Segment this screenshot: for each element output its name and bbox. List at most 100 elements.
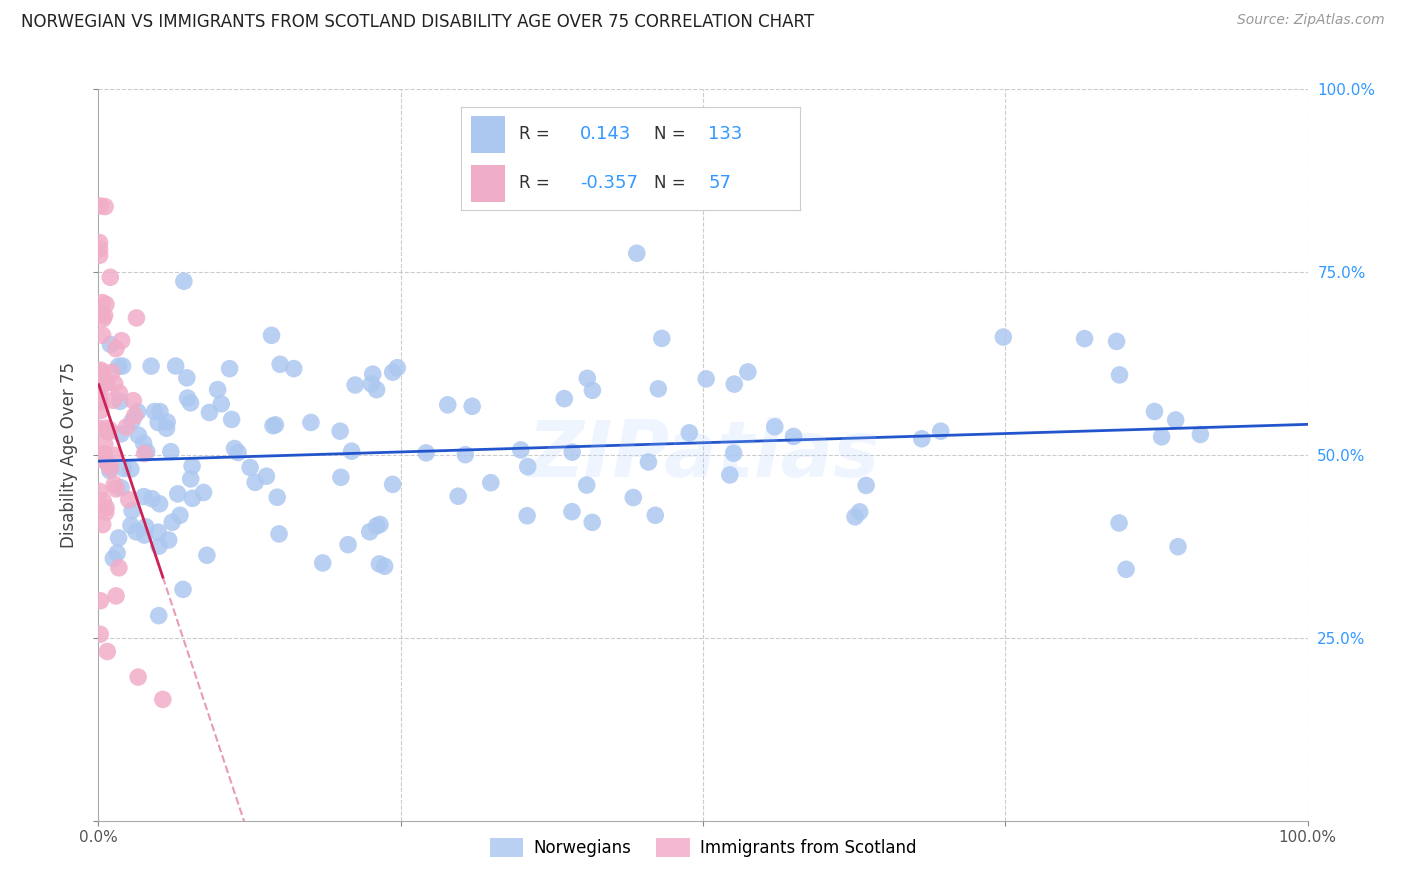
Text: NORWEGIAN VS IMMIGRANTS FROM SCOTLAND DISABILITY AGE OVER 75 CORRELATION CHART: NORWEGIAN VS IMMIGRANTS FROM SCOTLAND DI… (21, 13, 814, 31)
Point (361, 367, 384, 381)
Point (911, 432, 934, 446)
Point (105, 589, 128, 603)
Point (166, 487, 188, 501)
Point (723, 446, 745, 460)
Point (224, 442, 246, 456)
Point (148, 497, 170, 511)
Point (107, 359, 129, 374)
Point (366, 383, 388, 397)
Point (993, 330, 1015, 344)
Point (576, 371, 599, 385)
Point (94, 376, 117, 391)
Point (125, 524, 148, 539)
Point (110, 426, 132, 441)
Point (561, 445, 583, 459)
Point (763, 420, 786, 434)
Point (110, 481, 132, 495)
Point (97, 457, 120, 471)
Point (695, 372, 717, 386)
Point (165, 359, 187, 373)
Point (267, 527, 290, 541)
Point (93, 437, 115, 451)
Point (368, 557, 391, 571)
Point (381, 477, 404, 491)
Point (221, 412, 243, 426)
Point (209, 397, 232, 411)
Point (239, 460, 262, 475)
Point (581, 384, 603, 398)
Point (181, 491, 204, 506)
Point (127, 405, 149, 419)
Point (157, 533, 180, 547)
Point (108, 561, 131, 575)
Point (122, 393, 145, 408)
Point (173, 274, 195, 288)
Point (855, 478, 877, 492)
Point (169, 508, 191, 523)
Point (89, 422, 111, 436)
Point (360, 376, 382, 391)
Point (89, 384, 111, 399)
Point (90, 363, 112, 377)
Point (193, 485, 215, 500)
Point (844, 509, 866, 524)
Point (139, 359, 162, 373)
Point (135, 520, 157, 534)
Point (89, 593, 111, 607)
Point (112, 461, 135, 475)
Point (108, 386, 131, 401)
Point (218, 361, 240, 376)
Point (264, 417, 287, 432)
Point (98, 270, 121, 285)
Point (176, 371, 198, 385)
Point (415, 446, 437, 460)
Point (561, 505, 583, 519)
Point (575, 478, 598, 492)
Point (89, 451, 111, 466)
Point (180, 472, 202, 486)
Point (98, 464, 121, 478)
Point (447, 489, 470, 503)
Point (553, 392, 575, 406)
Point (156, 415, 179, 429)
Point (647, 382, 669, 396)
Point (125, 310, 148, 325)
Point (678, 425, 700, 440)
Point (436, 398, 458, 412)
Point (1105, 334, 1128, 349)
Point (254, 469, 277, 483)
Point (141, 491, 163, 506)
Point (89, 199, 111, 213)
Point (337, 538, 360, 552)
Point (155, 421, 177, 435)
Point (269, 357, 291, 371)
Point (91, 311, 114, 326)
Point (104, 376, 127, 391)
Point (94, 200, 117, 214)
Point (90, 403, 112, 417)
Point (516, 508, 538, 523)
Point (644, 508, 666, 523)
Point (89, 235, 111, 250)
Point (108, 394, 131, 409)
Point (103, 551, 125, 566)
Point (89, 394, 111, 409)
Point (93, 309, 115, 323)
Point (479, 475, 502, 490)
Point (96, 455, 118, 469)
Point (91, 365, 114, 379)
Point (105, 546, 128, 560)
Point (243, 475, 266, 490)
Point (89, 248, 111, 262)
Point (111, 359, 134, 373)
Point (132, 436, 155, 450)
Point (148, 608, 170, 623)
Point (461, 399, 484, 413)
Point (454, 448, 477, 462)
Point (516, 459, 538, 474)
Point (198, 405, 221, 419)
Point (143, 404, 166, 418)
Point (94, 505, 117, 519)
Point (93, 494, 115, 508)
Point (118, 492, 141, 507)
